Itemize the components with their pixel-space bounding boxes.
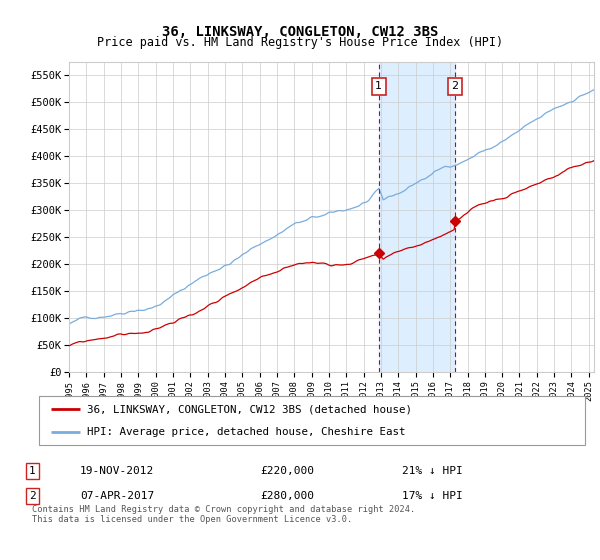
FancyBboxPatch shape (39, 396, 585, 445)
Text: 07-APR-2017: 07-APR-2017 (80, 491, 154, 501)
Text: £280,000: £280,000 (260, 491, 314, 501)
Text: 21% ↓ HPI: 21% ↓ HPI (401, 466, 462, 476)
Text: 2: 2 (29, 491, 35, 501)
Text: 17% ↓ HPI: 17% ↓ HPI (401, 491, 462, 501)
Text: 1: 1 (376, 81, 382, 91)
Text: 1: 1 (29, 466, 35, 476)
Text: £220,000: £220,000 (260, 466, 314, 476)
Text: HPI: Average price, detached house, Cheshire East: HPI: Average price, detached house, Ches… (87, 427, 406, 437)
Text: Price paid vs. HM Land Registry's House Price Index (HPI): Price paid vs. HM Land Registry's House … (97, 36, 503, 49)
Bar (379, 62, 455, 372)
Text: 36, LINKSWAY, CONGLETON, CW12 3BS (detached house): 36, LINKSWAY, CONGLETON, CW12 3BS (detac… (87, 404, 412, 414)
Text: 36, LINKSWAY, CONGLETON, CW12 3BS: 36, LINKSWAY, CONGLETON, CW12 3BS (162, 25, 438, 39)
Text: Contains HM Land Registry data © Crown copyright and database right 2024.
This d: Contains HM Land Registry data © Crown c… (32, 505, 415, 524)
Text: 19-NOV-2012: 19-NOV-2012 (80, 466, 154, 476)
Text: 2: 2 (451, 81, 458, 91)
